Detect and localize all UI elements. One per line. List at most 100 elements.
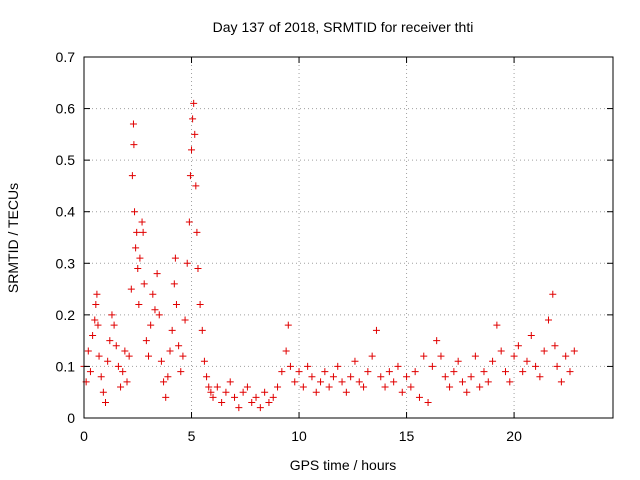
data-point [433,337,441,345]
data-point [84,347,92,355]
data-point [128,172,136,180]
data-point [106,337,114,345]
data-point [514,342,522,350]
data-point [385,368,393,376]
data-point [291,378,299,386]
data-point [200,357,208,365]
data-point [243,383,251,391]
data-point [390,378,398,386]
data-point [102,399,110,407]
data-point [321,368,329,376]
axis-ticks: 0 0.1 0.2 0.3 0.4 0.5 0.6 0.7 0 5 10 15 20 [56,49,613,444]
data-point [127,285,135,293]
data-point [172,301,180,309]
data-point [299,383,307,391]
data-point [198,326,206,334]
data-point [222,388,230,396]
data-point [104,357,112,365]
data-point [454,357,462,365]
data-point [213,383,221,391]
data-point [446,383,454,391]
data-point [471,352,479,360]
data-point [540,347,548,355]
data-point [308,373,316,381]
y-tick-label: 0.5 [56,152,76,168]
data-point [226,378,234,386]
data-point [261,388,269,396]
data-point [119,368,127,376]
data-point [411,368,419,376]
y-tick-label: 0 [67,410,75,426]
data-point [381,383,389,391]
data-point [458,378,466,386]
data-point [274,383,282,391]
data-point [484,378,492,386]
x-axis-label: GPS time / hours [290,457,397,473]
data-point [566,368,574,376]
data-point [99,388,107,396]
data-point [467,373,475,381]
data-point [441,373,449,381]
data-point [424,399,432,407]
x-tick-label: 15 [399,428,415,444]
data-point [536,373,544,381]
y-tick-label: 0.4 [56,204,76,220]
data-point [92,301,100,309]
data-points [80,99,578,412]
data-point [149,290,157,298]
data-point [544,316,552,324]
data-point [420,352,428,360]
data-point [132,244,140,252]
data-point [415,393,423,401]
data-point [506,378,514,386]
data-point [188,146,196,154]
x-tick-label: 5 [188,428,196,444]
data-point [125,352,133,360]
data-point [131,208,139,216]
data-point [194,264,202,272]
data-point [181,316,189,324]
data-point [355,378,363,386]
data-point [463,388,471,396]
data-point [347,373,355,381]
data-point [278,368,286,376]
data-point [372,326,380,334]
y-tick-label: 0.2 [56,307,76,323]
x-tick-label: 10 [291,428,307,444]
data-point [269,393,277,401]
data-point [510,352,518,360]
data-point [189,115,197,123]
data-point [121,347,129,355]
data-point [151,306,159,314]
data-point [364,368,372,376]
data-point [162,393,170,401]
data-point [394,362,402,370]
data-point [403,373,411,381]
data-point [450,368,458,376]
data-point [256,404,264,412]
data-point [117,383,125,391]
data-point [480,368,488,376]
data-point [205,383,213,391]
data-point [501,368,509,376]
data-point [147,321,155,329]
plot-frame [83,56,614,419]
data-point [360,383,368,391]
data-point [112,342,120,350]
data-point [437,352,445,360]
data-point [351,357,359,365]
data-point [557,378,565,386]
data-point [286,362,294,370]
data-point [252,393,260,401]
data-point [282,347,290,355]
data-point [231,393,239,401]
data-point [185,218,193,226]
data-point [377,373,385,381]
data-point [304,362,312,370]
data-point [160,378,168,386]
data-point [130,141,138,149]
chart-title: Day 137 of 2018, SRMTID for receiver tht… [213,19,474,35]
x-tick-label: 0 [80,428,88,444]
data-point [183,259,191,267]
